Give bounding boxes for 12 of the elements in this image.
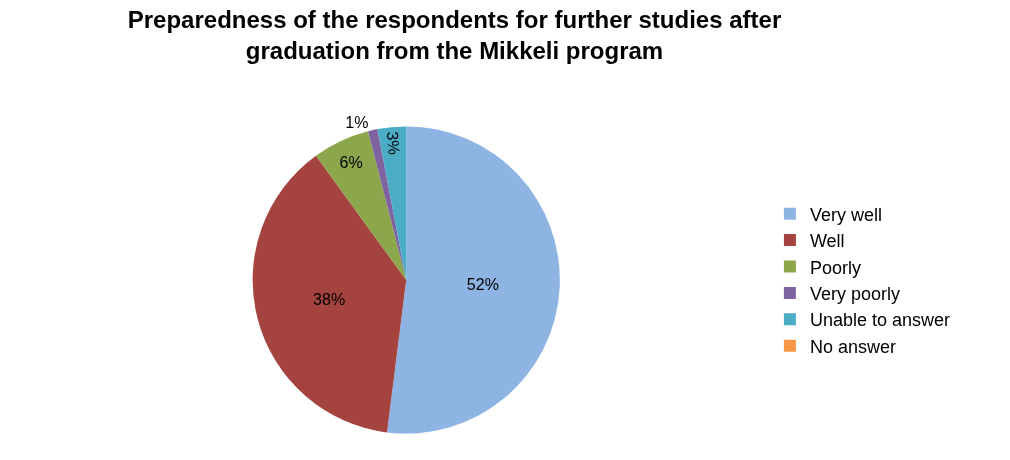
legend-label: Very poorly (809, 283, 900, 304)
legend-label: Unable to answer (809, 310, 950, 331)
data-label: 3% (383, 130, 403, 156)
legend-label: No answer (809, 336, 896, 357)
data-label: 1% (345, 113, 369, 131)
chart-title: Preparedness of the respondents for further studies after graduation from the Mikkeli program (127, 5, 782, 64)
legend-label: Poorly (809, 257, 861, 278)
legend-label: Well (809, 231, 845, 252)
legend-label: Very well (809, 204, 882, 225)
data-label: 52% (466, 276, 499, 294)
data-label: 38% (313, 291, 346, 309)
data-label: 6% (339, 154, 363, 172)
